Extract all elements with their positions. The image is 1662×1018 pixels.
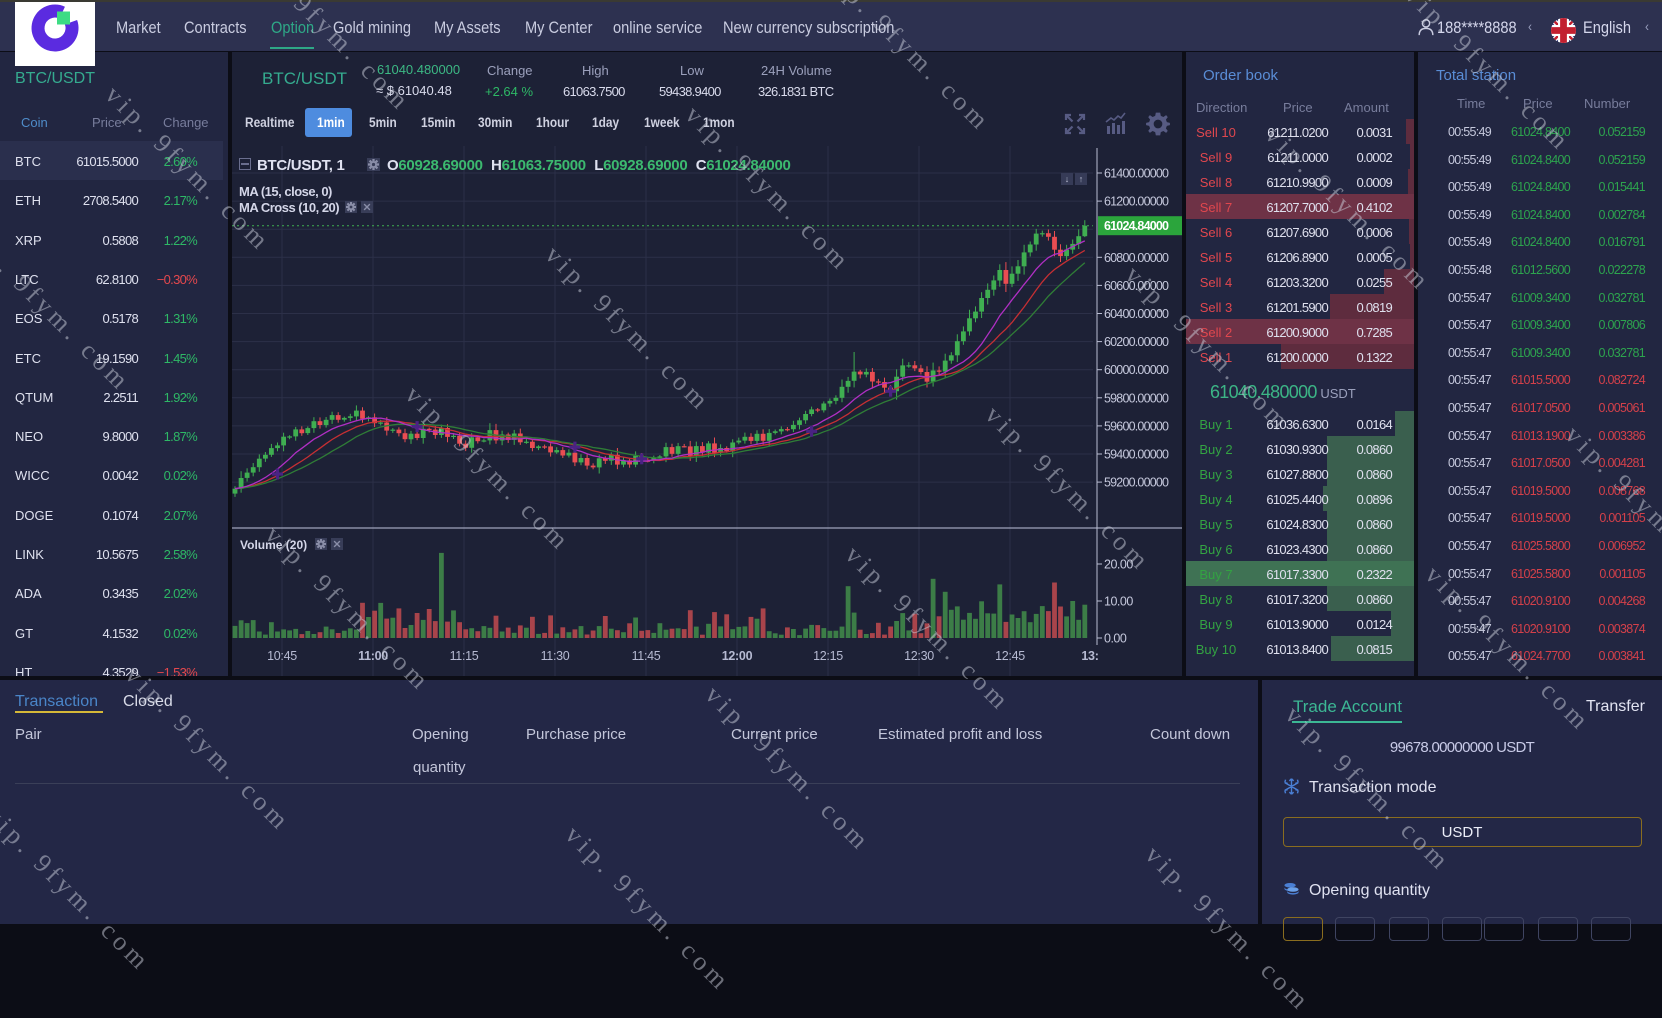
svg-text:61400.00000: 61400.00000	[1104, 167, 1169, 181]
svg-text:13:: 13:	[1081, 649, 1098, 663]
svg-text:61024.84000: 61024.84000	[1104, 219, 1169, 233]
svg-text:12:15: 12:15	[813, 649, 843, 663]
svg-text:10:45: 10:45	[267, 649, 297, 663]
svg-text:61200.00000: 61200.00000	[1104, 195, 1169, 209]
svg-text:60400.00000: 60400.00000	[1104, 307, 1169, 321]
svg-text:59600.00000: 59600.00000	[1104, 419, 1169, 433]
svg-text:60000.00000: 60000.00000	[1104, 363, 1169, 377]
svg-text:60800.00000: 60800.00000	[1104, 251, 1169, 265]
svg-text:12:00: 12:00	[722, 649, 753, 663]
svg-text:60200.00000: 60200.00000	[1104, 335, 1169, 349]
svg-text:59400.00000: 59400.00000	[1104, 448, 1169, 462]
svg-text:10.00: 10.00	[1104, 595, 1133, 609]
svg-text:11:30: 11:30	[541, 649, 570, 663]
svg-text:11:15: 11:15	[450, 649, 479, 663]
svg-text:11:00: 11:00	[358, 649, 388, 663]
svg-text:12:45: 12:45	[995, 649, 1025, 663]
svg-text:59200.00000: 59200.00000	[1104, 476, 1169, 490]
svg-text:11:45: 11:45	[632, 649, 661, 663]
svg-text:0.00: 0.00	[1104, 632, 1127, 646]
svg-text:12:30: 12:30	[904, 649, 934, 663]
svg-text:20.00: 20.00	[1104, 558, 1133, 572]
svg-text:59800.00000: 59800.00000	[1104, 391, 1169, 405]
svg-text:60600.00000: 60600.00000	[1104, 279, 1169, 293]
